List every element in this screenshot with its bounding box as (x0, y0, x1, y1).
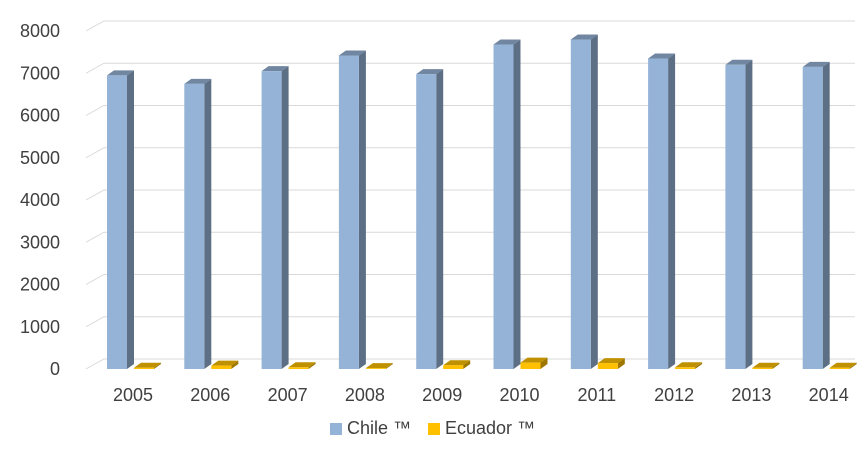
x-tick-label: 2011 (577, 385, 616, 405)
x-tick-label: 2014 (809, 385, 849, 405)
x-tick-label: 2006 (190, 385, 230, 405)
gridline (85, 316, 855, 328)
legend: Chile ™ Ecuador ™ (0, 418, 865, 440)
gridline (85, 189, 855, 201)
y-tick-label: 2000 (20, 275, 60, 295)
gridline (85, 105, 855, 116)
x-tick-label: 2008 (345, 385, 385, 405)
bar-chile-2007 (261, 66, 289, 369)
gridline (85, 147, 855, 159)
bar-chile-2014 (802, 61, 830, 369)
gridlines (85, 20, 855, 370)
bar-ecuador-2007 (288, 362, 316, 369)
x-tick-label: 2012 (654, 385, 694, 405)
bar-ecuador-2008 (365, 363, 393, 369)
bar-chile-2011 (570, 34, 598, 369)
gridline (85, 20, 855, 32)
legend-swatch-chile (329, 422, 342, 435)
x-tick-label: 2005 (113, 385, 153, 405)
bar-chile-2006 (184, 78, 212, 369)
bar-ecuador-2006 (211, 360, 239, 369)
x-tick-label: 2010 (499, 385, 539, 405)
gridline (85, 62, 855, 74)
bar-chile-2012 (648, 53, 676, 370)
bar-chile-2009 (416, 69, 444, 369)
legend-label-chile: Chile ™ (346, 418, 411, 438)
x-axis-tick-labels: 2005 2006 2007 2008 2009 2010 2011 2012 2013 2014 (113, 385, 849, 405)
bar-ecuador-2009 (443, 360, 471, 369)
y-tick-label: 5000 (20, 148, 60, 168)
bar-chile-2005 (107, 70, 134, 370)
y-tick-label: 7000 (20, 63, 60, 83)
gridline (85, 231, 855, 243)
y-tick-label: 6000 (20, 106, 60, 126)
bar-ecuador-2010 (520, 357, 548, 369)
legend-item-ecuador: Ecuador ™ (428, 418, 535, 439)
bar-ecuador-2012 (675, 362, 703, 369)
y-tick-label: 1000 (20, 317, 60, 337)
y-tick-label: 4000 (20, 190, 60, 210)
bar-chile-2013 (725, 59, 753, 370)
x-tick-label: 2013 (731, 385, 771, 405)
y-tick-label: 0 (50, 359, 60, 379)
bar-chile-2008 (338, 50, 366, 369)
y-tick-label: 8000 (20, 21, 60, 41)
bar-chile-2010 (493, 39, 521, 370)
x-tick-label: 2007 (268, 385, 308, 405)
legend-swatch-ecuador (428, 422, 440, 435)
y-axis-tick-labels: 0 1000 2000 3000 4000 5000 6000 7000 8000 (20, 21, 60, 379)
legend-item-chile: Chile ™ (329, 418, 411, 439)
legend-label-ecuador: Ecuador ™ (445, 418, 536, 438)
bar-ecuador-2005 (134, 362, 161, 369)
bars (107, 34, 857, 370)
bar-ecuador-2014 (829, 362, 857, 369)
gridline (85, 274, 855, 285)
bar-ecuador-2011 (597, 358, 625, 369)
x-tick-label: 2009 (422, 385, 462, 405)
y-tick-label: 3000 (20, 232, 60, 252)
bar-ecuador-2013 (752, 362, 780, 369)
